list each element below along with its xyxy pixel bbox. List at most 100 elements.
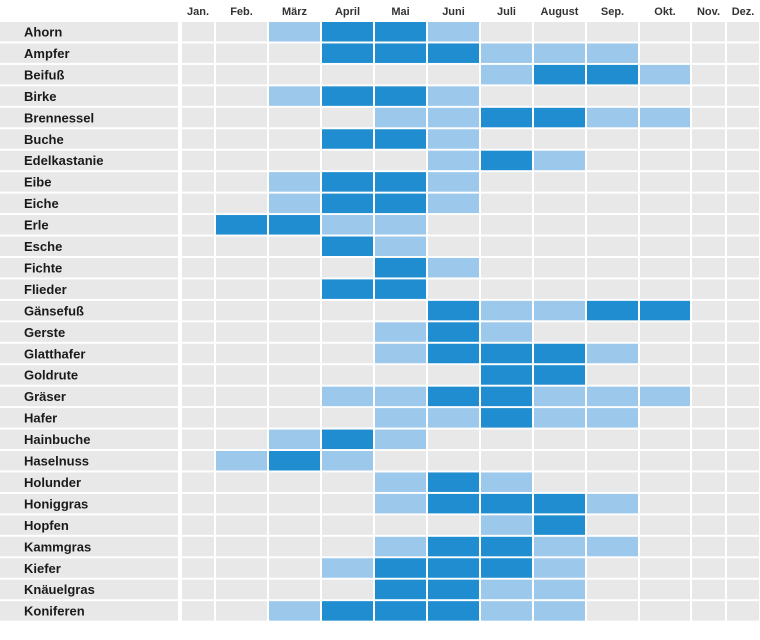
pollen-cell xyxy=(481,536,532,557)
pollen-cell xyxy=(587,22,638,42)
pollen-cell xyxy=(182,86,214,106)
pollen-cell xyxy=(182,558,214,578)
pollen-cell xyxy=(428,86,479,106)
pollen-cell xyxy=(269,472,320,492)
pollen-cell xyxy=(481,279,532,299)
pollen-cell xyxy=(640,493,690,514)
plant-label: Buche xyxy=(24,132,64,147)
pollen-cell xyxy=(216,215,267,235)
pollen-cell xyxy=(375,429,426,450)
pollen-cell xyxy=(428,601,479,621)
plant-row: Edelkastanie xyxy=(0,150,759,171)
plant-label: Eiche xyxy=(24,196,59,211)
pollen-cell xyxy=(727,558,759,578)
pollen-cell xyxy=(216,386,267,407)
pollen-cell xyxy=(216,43,267,63)
pollen-cell xyxy=(182,472,214,492)
pollen-cell xyxy=(481,493,532,514)
pollen-cell xyxy=(534,451,585,471)
pollen-cell xyxy=(375,172,426,192)
pollen-cell xyxy=(216,129,267,149)
pollen-cell xyxy=(640,536,690,557)
plant-row: Holunder xyxy=(0,472,759,492)
pollen-cell xyxy=(692,322,725,342)
pollen-cell xyxy=(692,536,725,557)
pollen-cell xyxy=(322,86,373,106)
pollen-cell xyxy=(322,365,373,385)
plant-label: Koniferen xyxy=(24,604,85,619)
pollen-cell xyxy=(428,365,479,385)
pollen-cell xyxy=(587,601,638,621)
plant-label: Goldrute xyxy=(24,368,78,383)
pollen-cell xyxy=(534,472,585,492)
pollen-cell xyxy=(216,86,267,106)
plant-label-bg xyxy=(0,279,178,299)
pollen-cell xyxy=(727,64,759,85)
pollen-cell xyxy=(375,343,426,364)
pollen-cell xyxy=(375,515,426,535)
pollen-cell xyxy=(428,429,479,450)
pollen-cell xyxy=(727,601,759,621)
pollen-cell xyxy=(587,172,638,192)
month-label: Nov. xyxy=(697,6,720,18)
pollen-cell xyxy=(322,493,373,514)
pollen-cell xyxy=(216,472,267,492)
pollen-cell xyxy=(428,172,479,192)
plant-label-bg xyxy=(0,343,178,364)
pollen-cell xyxy=(534,322,585,342)
pollen-cell xyxy=(640,107,690,128)
pollen-cell xyxy=(322,579,373,600)
pollen-cell xyxy=(375,601,426,621)
pollen-cell xyxy=(727,408,759,428)
pollen-cell xyxy=(322,601,373,621)
month-label: Juli xyxy=(497,6,516,18)
plant-label: Flieder xyxy=(24,282,67,297)
pollen-cell xyxy=(534,343,585,364)
pollen-cell xyxy=(322,343,373,364)
plant-row: Honiggras xyxy=(0,493,759,514)
plant-label-bg xyxy=(0,579,178,600)
pollen-cell xyxy=(375,86,426,106)
pollen-cell xyxy=(640,193,690,214)
plant-label-bg xyxy=(0,172,178,192)
pollen-cell xyxy=(587,429,638,450)
plant-label: Hopfen xyxy=(24,518,69,533)
pollen-cell xyxy=(534,86,585,106)
pollen-cell xyxy=(534,558,585,578)
pollen-cell xyxy=(322,429,373,450)
pollen-cell xyxy=(481,129,532,149)
pollen-cell xyxy=(322,236,373,256)
pollen-cell xyxy=(269,536,320,557)
pollen-cell xyxy=(727,515,759,535)
plant-label-bg xyxy=(0,408,178,428)
plant-row: Glatthafer xyxy=(0,343,759,364)
pollen-cell xyxy=(727,236,759,256)
pollen-cell xyxy=(216,279,267,299)
pollen-cell xyxy=(481,86,532,106)
pollen-cell xyxy=(640,86,690,106)
pollen-cell xyxy=(428,43,479,63)
pollen-cell xyxy=(534,150,585,171)
pollen-cell xyxy=(481,236,532,256)
pollen-cell xyxy=(216,408,267,428)
plant-label-bg xyxy=(0,215,178,235)
plant-label-bg xyxy=(0,493,178,514)
pollen-cell xyxy=(692,257,725,278)
pollen-cell xyxy=(587,236,638,256)
plant-label: Fichte xyxy=(24,260,62,275)
pollen-cell xyxy=(322,64,373,85)
pollen-cell xyxy=(727,386,759,407)
pollen-cell xyxy=(640,515,690,535)
pollen-cell xyxy=(182,365,214,385)
pollen-cell xyxy=(428,300,479,321)
pollen-cell xyxy=(692,451,725,471)
pollen-cell xyxy=(269,493,320,514)
pollen-cell xyxy=(640,429,690,450)
pollen-cell xyxy=(692,343,725,364)
pollen-cell xyxy=(269,408,320,428)
pollen-cell xyxy=(322,129,373,149)
pollen-cell xyxy=(692,300,725,321)
pollen-cell xyxy=(428,536,479,557)
pollen-cell xyxy=(640,343,690,364)
plant-label: Hainbuche xyxy=(24,432,90,447)
